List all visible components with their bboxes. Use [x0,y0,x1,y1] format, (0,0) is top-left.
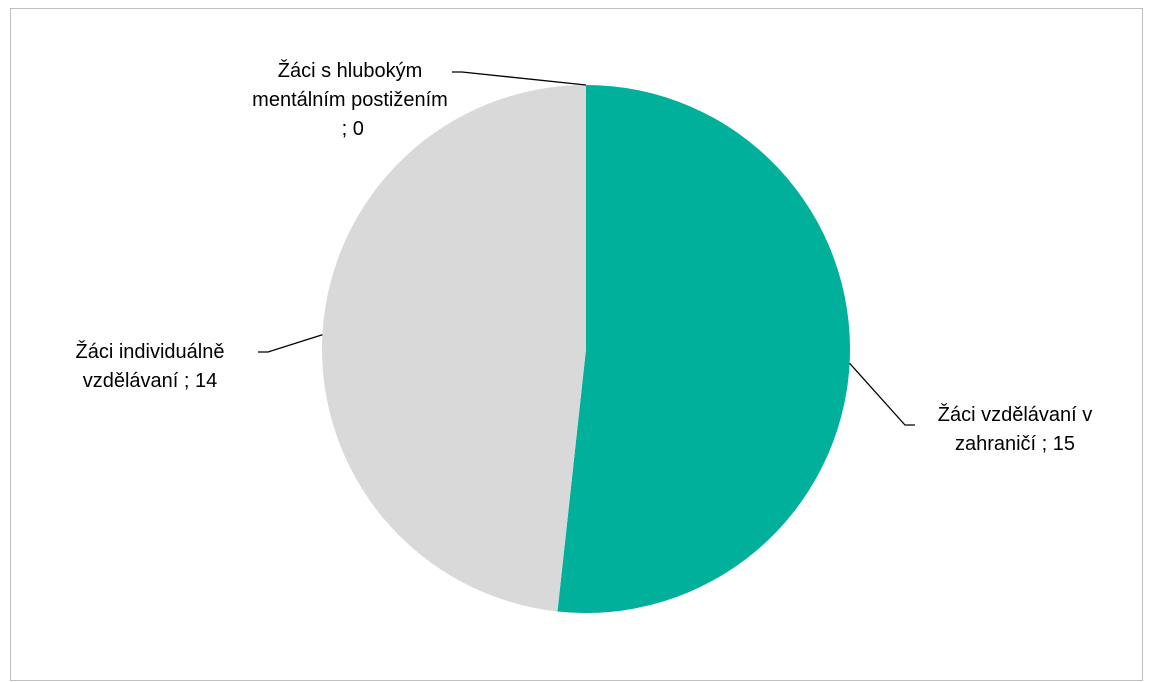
leader-line [258,334,323,353]
pie-slice [322,85,586,612]
value-label: 15 [1052,433,1076,455]
value-label: 14 [195,370,218,392]
data-label: Žáci s hlubokým mentálním postižením ; 0 [240,57,460,144]
leader-line [849,362,915,426]
data-label: Žáci vzdělávaní v zahraničí ; 15 [915,401,1115,459]
category-name: Žáci individuálně vzdělávaní [75,341,225,392]
category-name: Žáci s hlubokým mentálním postižením [252,60,448,111]
value-label: 0 [352,118,364,140]
leader-line [452,71,587,86]
label-separator: ; [178,370,196,392]
label-separator: ; [336,118,353,140]
pie-slice [557,85,851,614]
data-label: Žáci individuálně vzdělávaní ; 14 [40,338,260,396]
label-separator: ; [1036,433,1053,455]
category-name: Žáci vzdělávaní v zahraničí [937,404,1093,455]
